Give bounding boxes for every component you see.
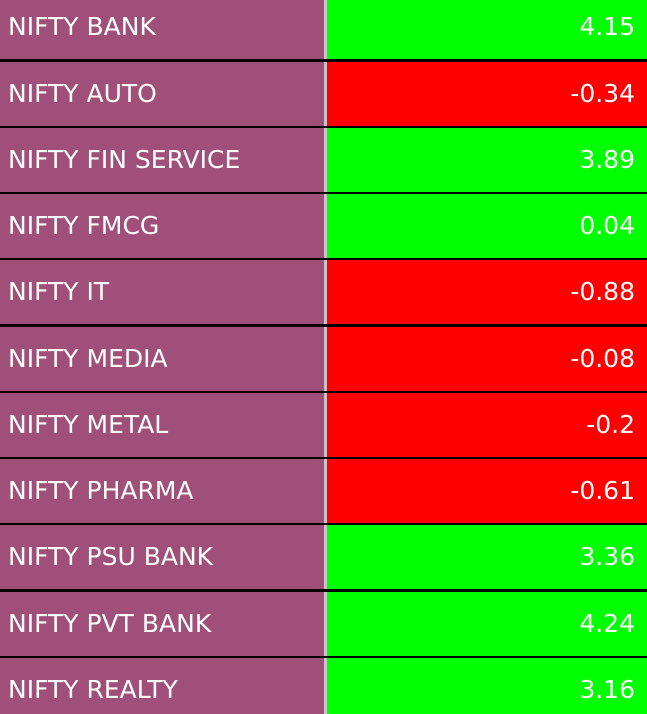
column-divider — [324, 0, 327, 59]
index-name: NIFTY REALTY — [0, 658, 324, 714]
change-value: 3.36 — [327, 525, 647, 589]
index-name: NIFTY FIN SERVICE — [0, 128, 324, 192]
column-divider — [324, 393, 327, 457]
change-value: -0.2 — [327, 393, 647, 457]
table-row[interactable]: NIFTY PSU BANK 3.36 — [0, 525, 647, 589]
index-name: NIFTY FMCG — [0, 194, 324, 258]
index-name: NIFTY MEDIA — [0, 327, 324, 391]
index-name: NIFTY PSU BANK — [0, 525, 324, 589]
table-row[interactable]: NIFTY REALTY 3.16 — [0, 658, 647, 714]
table-row[interactable]: NIFTY AUTO -0.34 — [0, 62, 647, 126]
index-name: NIFTY IT — [0, 260, 324, 324]
column-divider — [324, 128, 327, 192]
column-divider — [324, 592, 327, 656]
change-value: -0.61 — [327, 459, 647, 523]
table-row[interactable]: NIFTY FIN SERVICE 3.89 — [0, 128, 647, 192]
column-divider — [324, 62, 327, 126]
column-divider — [324, 459, 327, 523]
index-name: NIFTY PVT BANK — [0, 592, 324, 656]
change-value: 0.04 — [327, 194, 647, 258]
table-row[interactable]: NIFTY FMCG 0.04 — [0, 194, 647, 258]
table-row[interactable]: NIFTY BANK 4.15 — [0, 0, 647, 59]
table-row[interactable]: NIFTY IT -0.88 — [0, 260, 647, 324]
change-value: -0.34 — [327, 62, 647, 126]
column-divider — [324, 260, 327, 324]
index-name: NIFTY PHARMA — [0, 459, 324, 523]
change-value: 4.24 — [327, 592, 647, 656]
index-name: NIFTY BANK — [0, 0, 324, 59]
table-row[interactable]: NIFTY MEDIA -0.08 — [0, 327, 647, 391]
index-name: NIFTY METAL — [0, 393, 324, 457]
column-divider — [324, 525, 327, 589]
table-row[interactable]: NIFTY METAL -0.2 — [0, 393, 647, 457]
change-value: -0.08 — [327, 327, 647, 391]
table-row[interactable]: NIFTY PVT BANK 4.24 — [0, 592, 647, 656]
column-divider — [324, 658, 327, 714]
change-value: 4.15 — [327, 0, 647, 59]
change-value: 3.16 — [327, 658, 647, 714]
index-name: NIFTY AUTO — [0, 62, 324, 126]
table-row[interactable]: NIFTY PHARMA -0.61 — [0, 459, 647, 523]
change-value: 3.89 — [327, 128, 647, 192]
column-divider — [324, 327, 327, 391]
column-divider — [324, 194, 327, 258]
change-value: -0.88 — [327, 260, 647, 324]
